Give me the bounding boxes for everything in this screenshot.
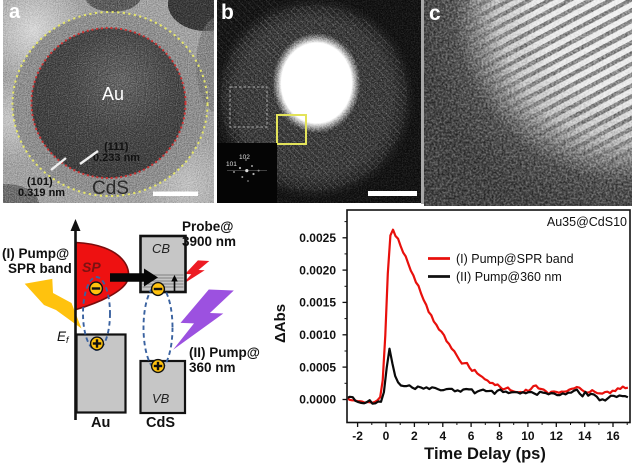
svg-text:0.0010: 0.0010 [299,328,336,342]
svg-text:0.0020: 0.0020 [299,263,336,277]
svg-text:12: 12 [550,429,564,443]
svg-text:4: 4 [439,429,446,443]
svg-text:Ef: Ef [57,329,70,345]
svg-text:SPR band: SPR band [8,261,72,276]
svg-text:(II) Pump@360 nm: (II) Pump@360 nm [456,270,562,284]
svg-text:360 nm: 360 nm [189,360,236,375]
svg-text:b: b [221,1,234,24]
svg-text:VB: VB [152,391,170,406]
svg-text:2: 2 [411,429,418,443]
svg-text:10: 10 [521,429,535,443]
svg-text:CdS: CdS [146,415,175,431]
svg-text:a: a [9,1,21,23]
svg-text:101: 101 [226,161,237,168]
svg-text:SP: SP [82,259,101,275]
svg-text:Au35@CdS10: Au35@CdS10 [547,215,627,229]
svg-text:0.319 nm: 0.319 nm [18,187,65,199]
svg-text:16: 16 [606,429,620,443]
svg-text:CdS: CdS [92,178,129,199]
svg-text:0: 0 [383,429,390,443]
svg-text:Au: Au [91,415,110,431]
svg-text:0.0015: 0.0015 [299,296,336,310]
svg-text:14: 14 [578,429,592,443]
svg-text:0.0005: 0.0005 [299,360,336,374]
svg-text:Time Delay (ps): Time Delay (ps) [424,445,546,463]
svg-text:0.233 nm: 0.233 nm [93,152,140,164]
svg-text:0.0000: 0.0000 [299,393,336,407]
svg-text:(101): (101) [27,176,53,188]
svg-text:CB: CB [152,241,170,256]
svg-text:Au: Au [102,84,124,104]
svg-text:0.0025: 0.0025 [299,231,336,245]
svg-text:3900 nm: 3900 nm [182,234,236,249]
svg-text:ΔAbs: ΔAbs [272,304,289,343]
svg-text:6: 6 [468,429,475,443]
svg-text:102: 102 [239,154,250,161]
svg-text:-2: -2 [352,429,363,443]
svg-text:(II) Pump@: (II) Pump@ [189,345,260,360]
svg-text:8: 8 [496,429,503,443]
svg-text:(I) Pump@: (I) Pump@ [2,246,69,261]
svg-text:(111): (111) [104,141,129,153]
svg-text:c: c [429,2,441,25]
svg-text:Probe@: Probe@ [182,219,233,234]
svg-text:(I) Pump@SPR band: (I) Pump@SPR band [456,252,574,266]
